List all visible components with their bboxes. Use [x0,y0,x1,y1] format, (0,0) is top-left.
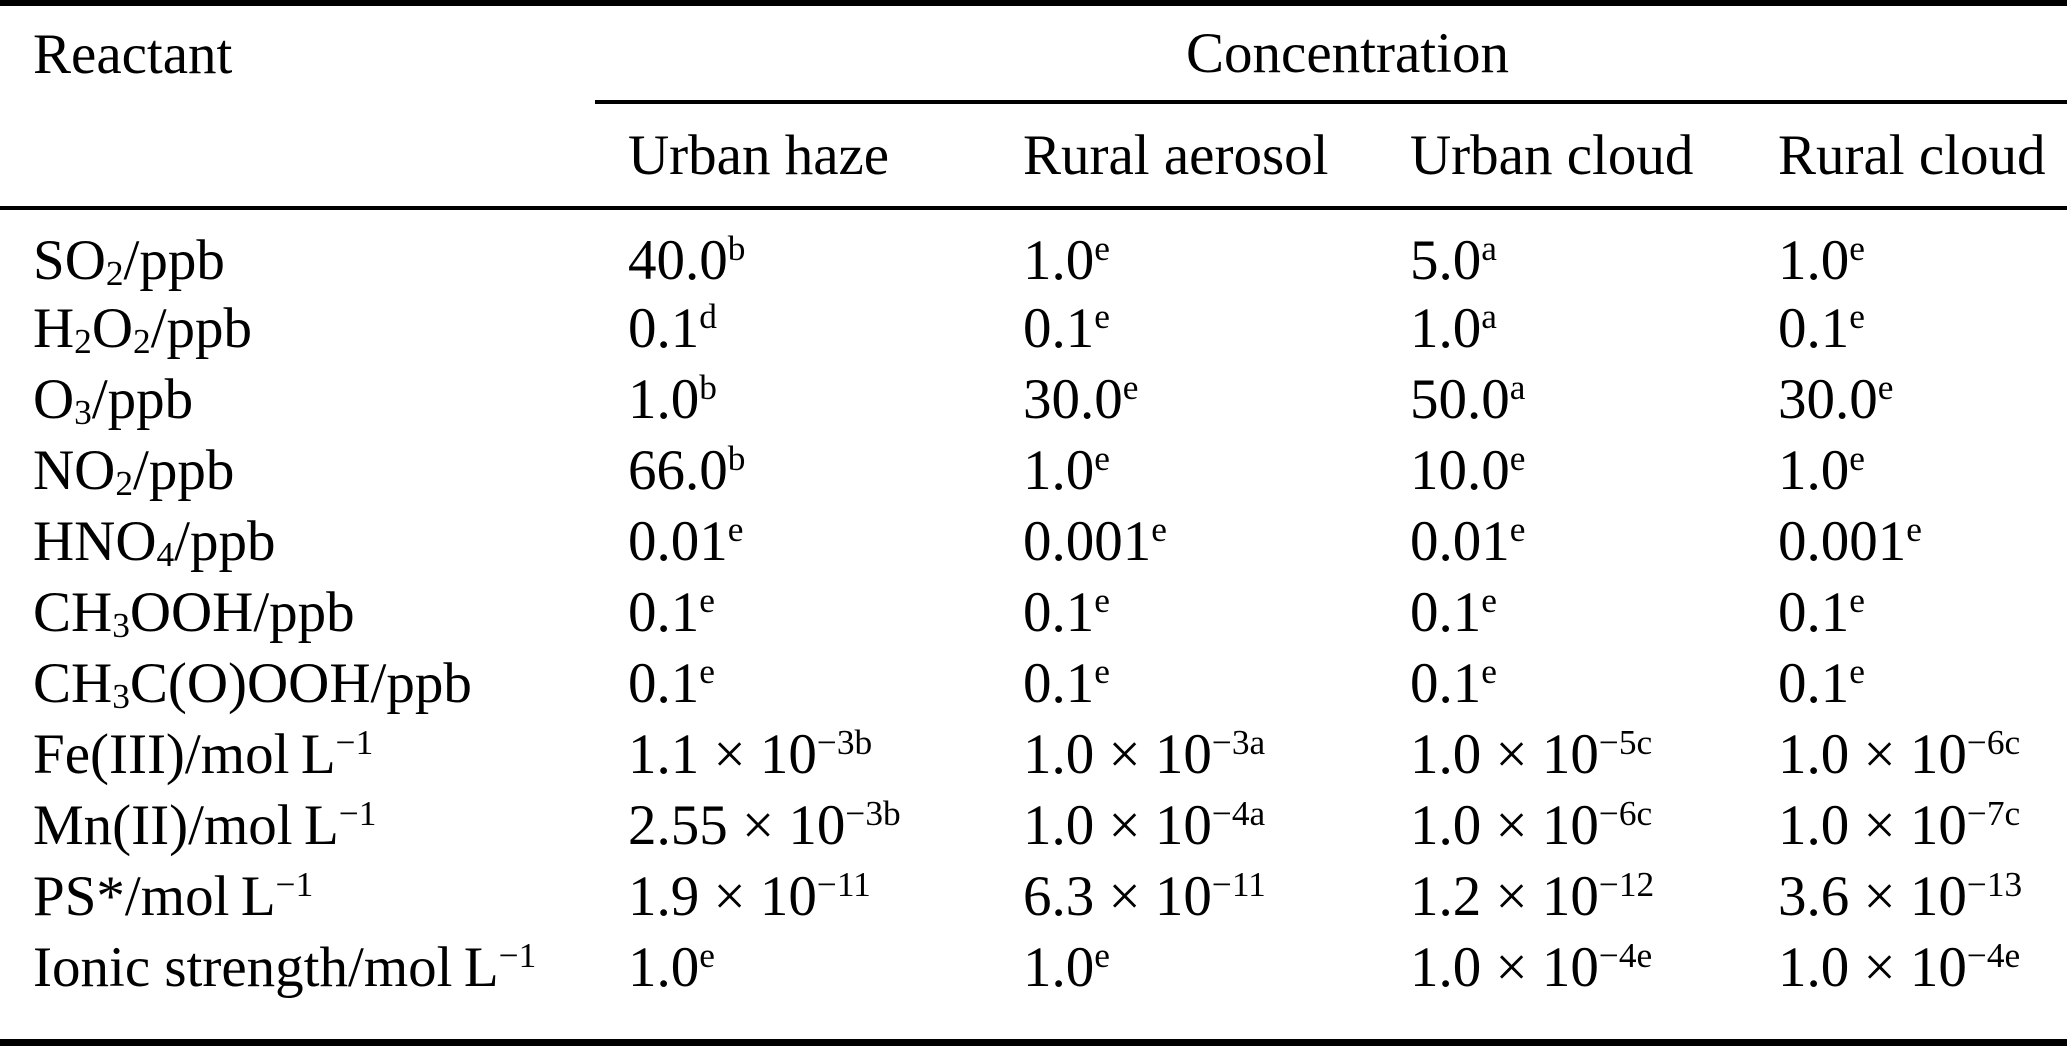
table-row: CH3C(O)OOH/ppb 0.1e 0.1e 0.1e 0.1e [0,648,2067,719]
value-urban-haze: 1.0e [628,935,715,999]
value-rural-cloud: 1.0 × 10−6c [1778,722,2021,786]
reactant-label: HNO4/ppb [33,510,276,575]
value-urban-haze: 66.0b [628,438,746,502]
value-rural-cloud: 1.0e [1778,438,1865,502]
value-rural-aerosol: 6.3 × 10−11 [1023,864,1266,928]
column-header-row: Urban haze Rural aerosol Urban cloud Rur… [0,102,2067,210]
value-rural-aerosol: 1.0e [1023,438,1110,502]
value-urban-cloud: 1.0 × 10−6c [1410,793,1653,857]
table-row: Fe(III)/mol L−1 1.1 × 10−3b 1.0 × 10−3a … [0,719,2067,790]
table-row: PS*/mol L−1 1.9 × 10−11 6.3 × 10−11 1.2 … [0,861,2067,932]
value-urban-cloud: 50.0a [1410,367,1526,431]
value-rural-cloud: 1.0e [1778,228,1865,292]
value-rural-cloud: 0.1e [1778,651,1865,715]
column-header-rural-aerosol: Rural aerosol [990,102,1377,210]
column-header-urban-cloud: Urban cloud [1377,102,1745,210]
reactant-label: SO2/ppb [33,229,225,294]
value-urban-haze: 2.55 × 10−3b [628,793,901,857]
reactant-label: NO2/ppb [33,439,235,504]
value-urban-cloud: 5.0a [1410,228,1497,292]
table-row: O3/ppb 1.0b 30.0e 50.0a 30.0e [0,364,2067,435]
value-rural-aerosol: 0.1e [1023,651,1110,715]
value-urban-cloud: 1.2 × 10−12 [1410,864,1655,928]
reactant-column-header: Reactant [33,22,233,86]
value-urban-cloud: 0.1e [1410,651,1497,715]
value-rural-aerosol: 0.1e [1023,580,1110,644]
concentration-group-header: Concentration [595,6,2067,104]
value-rural-aerosol: 30.0e [1023,367,1139,431]
reactant-label: Ionic strength/mol L−1 [33,935,537,999]
value-rural-cloud: 0.001e [1778,509,1922,573]
value-rural-aerosol: 1.0 × 10−4a [1023,793,1266,857]
value-rural-aerosol: 1.0e [1023,935,1110,999]
concentration-table: Reactant Concentration Urban haze Rural … [0,6,2067,1003]
table-row: H2O2/ppb 0.1d 0.1e 1.0a 0.1e [0,293,2067,364]
value-urban-haze: 0.1d [628,296,717,360]
value-rural-cloud: 0.1e [1778,580,1865,644]
value-rural-cloud: 3.6 × 10−13 [1778,864,2023,928]
reactant-label: O3/ppb [33,368,194,433]
value-urban-cloud: 0.01e [1410,509,1526,573]
value-rural-aerosol: 1.0e [1023,228,1110,292]
value-rural-cloud: 1.0 × 10−4e [1778,935,2021,999]
table-row: HNO4/ppb 0.01e 0.001e 0.01e 0.001e [0,506,2067,577]
reactant-label: PS*/mol L−1 [33,864,314,928]
table-body: SO2/ppb 40.0b 1.0e 5.0a 1.0e H2O2/ppb 0.… [0,208,2067,1003]
value-rural-cloud: 0.1e [1778,296,1865,360]
column-header-urban-haze: Urban haze [595,102,990,210]
reactant-label: Fe(III)/mol L−1 [33,722,374,786]
value-urban-cloud: 10.0e [1410,438,1526,502]
value-urban-haze: 40.0b [628,228,746,292]
table-row: Mn(II)/mol L−1 2.55 × 10−3b 1.0 × 10−4a … [0,790,2067,861]
value-urban-haze: 0.1e [628,580,715,644]
reactant-label: H2O2/ppb [33,297,253,362]
table-row: NO2/ppb 66.0b 1.0e 10.0e 1.0e [0,435,2067,506]
value-rural-aerosol: 0.001e [1023,509,1167,573]
value-rural-aerosol: 0.1e [1023,296,1110,360]
reactant-label: CH3C(O)OOH/ppb [33,652,472,717]
value-urban-cloud: 1.0 × 10−5c [1410,722,1653,786]
value-urban-haze: 1.9 × 10−11 [628,864,871,928]
value-urban-haze: 1.0b [628,367,717,431]
value-urban-cloud: 1.0a [1410,296,1497,360]
table-row: CH3OOH/ppb 0.1e 0.1e 0.1e 0.1e [0,577,2067,648]
table-row: SO2/ppb 40.0b 1.0e 5.0a 1.0e [0,208,2067,293]
value-urban-cloud: 1.0 × 10−4e [1410,935,1653,999]
table-row: Ionic strength/mol L−1 1.0e 1.0e 1.0 × 1… [0,932,2067,1003]
reactant-label: CH3OOH/ppb [33,581,355,646]
value-rural-cloud: 30.0e [1778,367,1894,431]
group-header-row: Reactant Concentration [0,6,2067,104]
column-header-empty [0,102,595,210]
value-rural-cloud: 1.0 × 10−7c [1778,793,2021,857]
value-urban-haze: 0.01e [628,509,744,573]
value-rural-aerosol: 1.0 × 10−3a [1023,722,1266,786]
value-urban-haze: 1.1 × 10−3b [628,722,873,786]
value-urban-haze: 0.1e [628,651,715,715]
reactant-label: Mn(II)/mol L−1 [33,793,377,857]
column-header-rural-cloud: Rural cloud [1745,102,2067,210]
value-urban-cloud: 0.1e [1410,580,1497,644]
